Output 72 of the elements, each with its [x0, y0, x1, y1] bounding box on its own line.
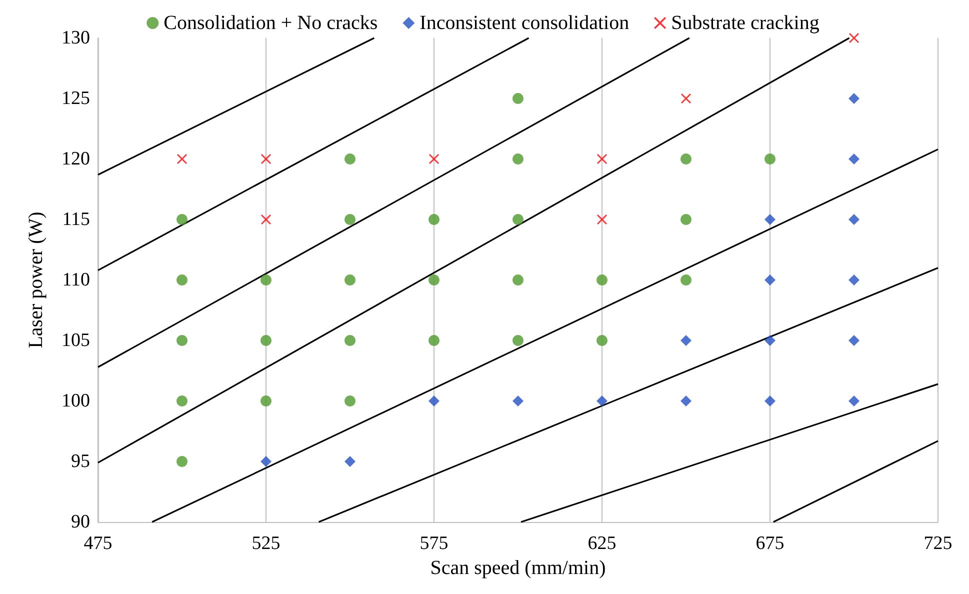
- point: [680, 274, 692, 286]
- point: [764, 214, 776, 225]
- y-tick-label: 100: [62, 390, 90, 412]
- point: [848, 335, 860, 346]
- y-tick-label: 95: [71, 451, 90, 472]
- point: [764, 154, 776, 164]
- point: [596, 274, 608, 286]
- point: [680, 396, 692, 406]
- point: [260, 456, 272, 467]
- y-tick-label: 130: [62, 28, 90, 48]
- point: [176, 335, 188, 346]
- point: [260, 396, 272, 406]
- point: [764, 335, 776, 346]
- x-tick-label: 675: [756, 533, 784, 554]
- x-tick-label: 575: [420, 533, 448, 554]
- point: [596, 335, 608, 346]
- point: [596, 396, 608, 406]
- x-tick-label: 625: [588, 533, 616, 554]
- point: [176, 274, 188, 286]
- point: [177, 154, 187, 164]
- point: [680, 154, 692, 164]
- y-tick-label: 115: [62, 209, 90, 230]
- point: [512, 154, 524, 164]
- y-tick-label: 105: [62, 330, 90, 351]
- point: [344, 214, 356, 225]
- point: [848, 93, 860, 104]
- y-axis-title: Laser power (W): [25, 212, 47, 348]
- point: [680, 335, 692, 346]
- point: [176, 214, 188, 225]
- point: [344, 396, 356, 406]
- point: [429, 154, 439, 164]
- point: [428, 335, 440, 346]
- point: [680, 214, 692, 225]
- x-tick-label: 525: [252, 533, 280, 554]
- legend-label: Substrate cracking: [671, 12, 820, 34]
- point: [764, 274, 776, 286]
- point: [261, 214, 271, 224]
- point: [428, 396, 440, 406]
- point: [597, 214, 607, 224]
- point: [681, 94, 691, 104]
- point: [428, 214, 440, 225]
- point: [260, 274, 272, 286]
- point: [512, 335, 524, 346]
- point: [344, 456, 356, 467]
- point: [512, 214, 524, 225]
- point: [176, 456, 188, 467]
- point: [764, 396, 776, 406]
- point: [848, 396, 860, 406]
- point: [512, 274, 524, 286]
- point: [261, 154, 271, 164]
- y-tick-label: 90: [71, 512, 90, 532]
- point: [512, 93, 524, 104]
- point: [848, 154, 860, 164]
- x-tick-label: 475: [84, 533, 112, 554]
- point: [428, 274, 440, 286]
- point: [848, 274, 860, 286]
- y-tick-label: 120: [62, 148, 90, 170]
- point: [512, 396, 524, 406]
- point: [260, 335, 272, 346]
- x-tick-label: 725: [924, 533, 952, 554]
- point: [344, 154, 356, 164]
- point: [344, 335, 356, 346]
- y-tick-label: 110: [62, 270, 90, 290]
- point: [849, 33, 859, 43]
- point: [176, 396, 188, 406]
- legend-label: Inconsistent consolidation: [420, 12, 630, 34]
- y-tick-label: 125: [62, 88, 90, 109]
- point: [848, 214, 860, 225]
- x-axis-title: Scan speed (mm/min): [430, 557, 606, 579]
- point: [597, 154, 607, 164]
- point: [344, 274, 356, 286]
- legend-label: Consolidation + No cracks: [164, 12, 378, 34]
